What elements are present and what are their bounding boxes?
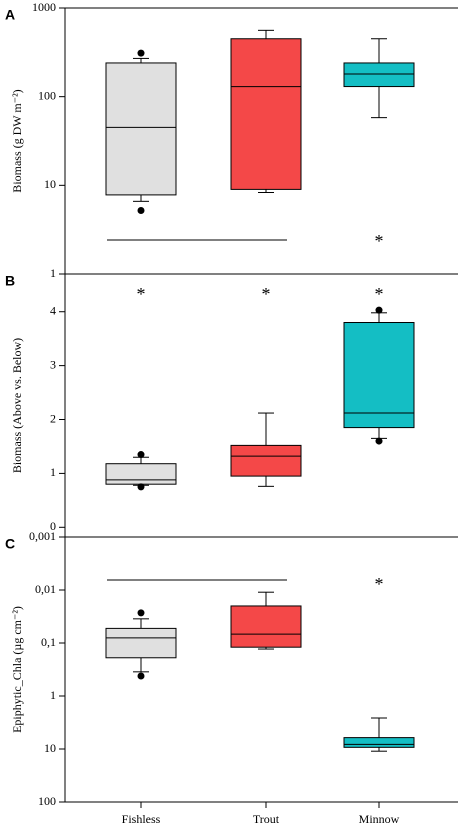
panel-label: C — [5, 536, 15, 552]
significance-star: * — [137, 284, 146, 304]
y-tick-label: 100 — [38, 794, 56, 808]
panel-label: A — [5, 7, 15, 23]
significance-star: * — [262, 284, 271, 304]
y-tick-label: 0 — [50, 519, 56, 533]
y-tick-label: 10 — [44, 177, 56, 191]
significance-star: * — [375, 284, 384, 304]
box — [105, 463, 177, 485]
y-tick-label: 1000 — [32, 0, 56, 14]
box — [105, 627, 177, 659]
y-tick-label: 3 — [50, 357, 56, 371]
box — [230, 444, 302, 477]
y-tick-label: 1 — [50, 266, 56, 280]
x-tick-label: Minnow — [359, 812, 400, 826]
box — [105, 62, 177, 196]
y-tick-label: 10 — [44, 741, 56, 755]
y-tick-label: 1 — [50, 688, 56, 702]
box — [343, 737, 415, 748]
y-tick-label: 100 — [38, 88, 56, 102]
outlier — [137, 49, 145, 57]
box — [343, 322, 415, 429]
outlier — [137, 609, 145, 617]
y-tick-label: 4 — [50, 303, 56, 317]
y-tick-label: 2 — [50, 411, 56, 425]
box — [230, 38, 302, 190]
significance-star: * — [375, 231, 384, 251]
x-tick-label: Fishless — [122, 812, 161, 826]
y-tick-label: 0,1 — [41, 635, 56, 649]
outlier — [137, 207, 145, 215]
box — [230, 605, 302, 648]
significance-star: * — [375, 574, 384, 594]
box — [343, 62, 415, 88]
outlier — [375, 437, 383, 445]
y-axis-label: Biomass (g DW m⁻²) — [10, 89, 24, 192]
x-tick-label: Trout — [253, 812, 280, 826]
y-axis-label: Epiphytic_Chla (µg cm⁻²) — [10, 606, 24, 733]
y-tick-label: 1 — [50, 465, 56, 479]
outlier — [375, 306, 383, 314]
outlier — [137, 451, 145, 459]
y-axis-label: Biomass (Above vs. Below) — [10, 338, 24, 473]
outlier — [137, 483, 145, 491]
y-tick-label: 0,001 — [29, 529, 56, 543]
panel-label: B — [5, 273, 15, 289]
y-tick-label: 0,01 — [35, 582, 56, 596]
outlier — [137, 672, 145, 680]
